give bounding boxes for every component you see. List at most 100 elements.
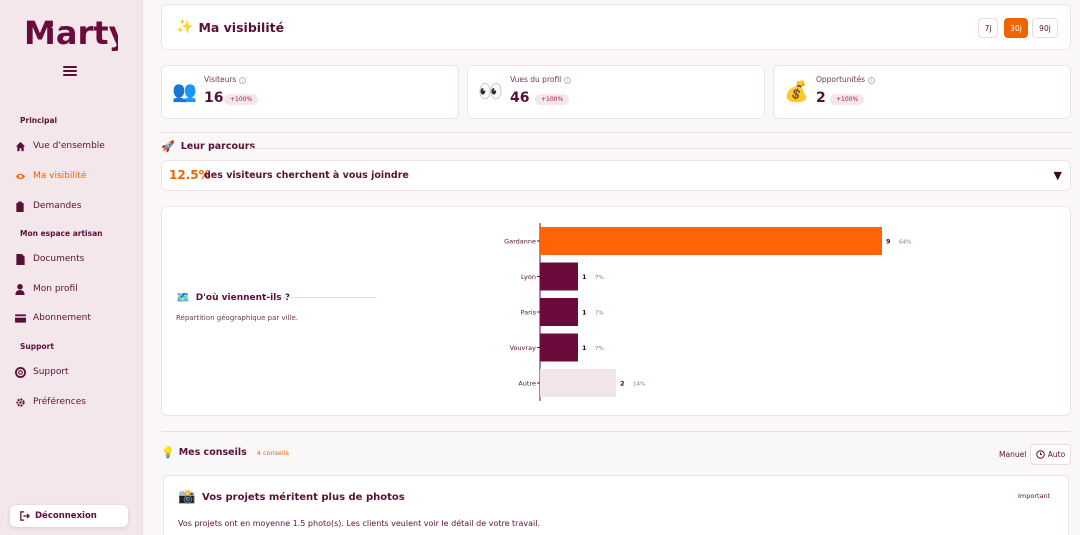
tip-title: Vos projets méritent plus de photos [202, 492, 405, 503]
chart-value-label: 9 [886, 238, 891, 246]
divider [251, 148, 1071, 149]
stat-value: 46 [510, 90, 530, 106]
stat-card-opportunites: 💰 Opportunités i 2 +100% [773, 65, 1071, 119]
sidebar-item-label: Abonnement [33, 313, 91, 323]
chart-percent-label: 64% [899, 240, 911, 246]
logout-button[interactable]: Déconnexion [10, 505, 128, 527]
sidebar-item-ma-visibilite[interactable]: Ma visibilité [14, 165, 86, 187]
chart-value-label: 1 [582, 273, 587, 281]
sidebar-item-documents[interactable]: Documents [14, 248, 84, 270]
manual-toggle[interactable]: Manuel [999, 450, 1027, 459]
logout-icon [20, 511, 30, 521]
stat-label: Opportunités i [816, 75, 876, 84]
chart-category-label: Paris [521, 309, 537, 317]
chart-percent-label: 7% [595, 346, 604, 352]
sidebar-item-preferences[interactable]: Préférences [14, 391, 86, 413]
chart-bar [540, 298, 578, 326]
chart-category-label: Vouvray [510, 344, 537, 352]
user-icon [14, 283, 26, 295]
credit-card-icon [14, 312, 26, 324]
sidebar-item-mon-profil[interactable]: Mon profil [14, 278, 78, 300]
divider [161, 431, 1071, 432]
auto-toggle-button[interactable]: Auto [1030, 444, 1071, 465]
tip-description: Vos projets ont en moyenne 1.5 photo(s).… [178, 519, 540, 528]
stat-badge: +100% [830, 94, 865, 105]
tip-priority-tag: Important [1018, 492, 1051, 500]
stat-value: 16 [204, 90, 224, 106]
hamburger-menu-icon[interactable] [63, 64, 77, 78]
sidebar-item-vue-ensemble[interactable]: Vue d'ensemble [14, 135, 105, 157]
range-30j-button[interactable]: 30j [1004, 18, 1028, 38]
geo-bar-chart: Gardanne 9 64% Lyon 1 7% Paris 1 7% Vouvray 1 7% Aut… [504, 223, 911, 401]
sidebar-item-label: Vue d'ensemble [33, 141, 105, 151]
sidebar-item-label: Demandes [33, 201, 82, 211]
gear-icon [14, 396, 26, 408]
chart-percent-label: 7% [595, 311, 604, 317]
journey-heading: 🚀 Leur parcours [161, 140, 256, 153]
range-7j-button[interactable]: 7j [978, 18, 998, 38]
stat-card-vues-profil: 👀 Vues du profil i 46 +100% [467, 65, 765, 119]
svg-text:Marty: Marty [24, 14, 118, 52]
chart-percent-label: 14% [633, 382, 645, 388]
tip-card: 📸 Vos projets méritent plus de photos Im… [163, 475, 1069, 535]
sidebar-item-label: Documents [33, 254, 85, 264]
eye-icon [14, 170, 26, 182]
sidebar-item-label: Préférences [33, 397, 86, 407]
section-title-principal: Principal [20, 116, 58, 125]
page-title-text: Ma visibilité [198, 19, 285, 35]
stat-card-visiteurs: 👥 Visiteurs i 16 +100% [161, 65, 459, 119]
info-icon[interactable]: i [868, 76, 876, 84]
people-icon: 👥 [172, 79, 197, 103]
chart-bar [540, 262, 578, 291]
range-90j-button[interactable]: 90j [1032, 18, 1058, 38]
sidebar-item-support[interactable]: Support [14, 361, 69, 383]
sidebar-item-label: Ma visibilité [33, 171, 87, 181]
chart-percent-label: 7% [595, 275, 604, 281]
stat-label: Visiteurs i [204, 75, 247, 84]
rocket-icon: 🚀 [161, 140, 175, 153]
marty-logo[interactable]: Marty [22, 8, 130, 56]
geo-card: 🗺️ D'où viennent-ils ? Répartition géogr… [161, 206, 1071, 416]
document-icon [14, 253, 26, 265]
clipboard-icon [14, 200, 26, 212]
eyes-icon: 👀 [478, 79, 503, 103]
info-icon[interactable]: i [239, 76, 247, 84]
map-icon: 🗺️ [176, 291, 190, 304]
lightbulb-icon: 💡 [161, 446, 175, 459]
info-icon[interactable]: i [564, 76, 572, 84]
section-title-espace-artisan: Mon espace artisan [20, 229, 103, 238]
journey-dropdown[interactable]: 12.5% des visiteurs cherchent à vous joi… [161, 160, 1071, 191]
chart-bar [540, 333, 578, 362]
sidebar-item-label: Mon profil [33, 284, 78, 294]
page-title: ✨ Ma visibilité [176, 19, 284, 35]
chart-category-label: Gardanne [504, 238, 536, 246]
main-content: ✨ Ma visibilité 7j 30j 90j 👥 Visiteurs i … [143, 0, 1080, 535]
money-bag-icon: 💰 [784, 79, 809, 103]
divider [161, 132, 1071, 133]
tips-heading: 💡 Mes conseils 4 conseils [161, 446, 290, 459]
auto-icon [1036, 450, 1045, 459]
journey-text: des visiteurs cherchent à vous joindre [204, 170, 409, 181]
tips-count: 4 conseils [256, 448, 290, 457]
chart-bar [540, 227, 882, 255]
sidebar: Marty Principal Vue d'ensemble Ma visibi… [0, 0, 143, 535]
sidebar-item-label: Support [33, 367, 69, 377]
sidebar-item-demandes[interactable]: Demandes [14, 195, 81, 217]
chart-category-label: Lyon [521, 273, 536, 281]
camera-icon: 📸 [178, 489, 196, 505]
chart-bar [540, 369, 616, 397]
chart-value-label: 1 [582, 309, 587, 317]
chart-value-label: 2 [620, 380, 625, 388]
logout-label: Déconnexion [35, 511, 97, 521]
chevron-down-icon[interactable]: ▼ [1053, 169, 1062, 182]
page-header: ✨ Ma visibilité 7j 30j 90j [161, 4, 1071, 50]
geo-title: 🗺️ D'où viennent-ils ? [176, 291, 290, 304]
stat-label: Vues du profil i [510, 75, 572, 84]
sidebar-item-abonnement[interactable]: Abonnement [14, 307, 91, 329]
journey-percent: 12.5% [169, 168, 211, 182]
chart-category-label: Autre [518, 380, 536, 388]
geo-subtitle: Répartition géographique par ville. [176, 314, 299, 322]
sparkles-icon: ✨ [176, 19, 194, 35]
section-title-support: Support [20, 342, 54, 351]
home-icon [14, 140, 26, 152]
